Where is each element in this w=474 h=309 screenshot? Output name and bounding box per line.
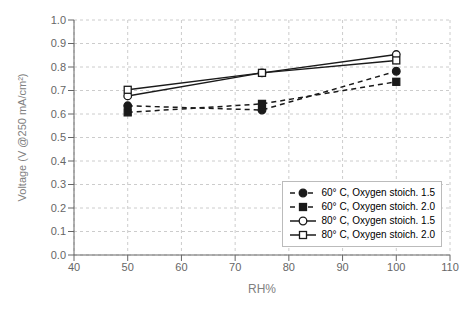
svg-text:0.5: 0.5 (51, 131, 66, 143)
svg-text:0.4: 0.4 (51, 155, 66, 167)
svg-text:100: 100 (387, 261, 405, 273)
svg-text:80: 80 (283, 261, 295, 273)
svg-text:50: 50 (122, 261, 134, 273)
svg-text:0.7: 0.7 (51, 84, 66, 96)
html-text:80° C, Oxygen stoich. 1.5: 80° C, Oxygen stoich. 1.5 (321, 215, 435, 226)
svg-text:40: 40 (68, 261, 80, 273)
svg-text:0.9: 0.9 (51, 37, 66, 49)
html-text:60° C, Oxygen stoich. 2.0: 60° C, Oxygen stoich. 2.0 (321, 201, 435, 212)
svg-text:60: 60 (175, 261, 187, 273)
svg-text:0.8: 0.8 (51, 61, 66, 73)
html-text:60° C, Oxygen stoich. 1.5: 60° C, Oxygen stoich. 1.5 (321, 187, 435, 198)
svg-text:70: 70 (229, 261, 241, 273)
html-text:80° C, Oxygen stoich. 2.0: 80° C, Oxygen stoich. 2.0 (321, 229, 435, 240)
svg-text:0.3: 0.3 (51, 178, 66, 190)
svg-text:0.2: 0.2 (51, 202, 66, 214)
svg-text:0.6: 0.6 (51, 108, 66, 120)
svg-text:RH%: RH% (248, 282, 276, 296)
svg-text:0.1: 0.1 (51, 225, 66, 237)
svg-text:Voltage (V @250 mA/cm²): Voltage (V @250 mA/cm²) (16, 74, 28, 202)
svg-text:110: 110 (441, 261, 459, 273)
svg-text:90: 90 (336, 261, 348, 273)
svg-text:1.0: 1.0 (51, 14, 66, 26)
svg-text:0.0: 0.0 (51, 249, 66, 261)
